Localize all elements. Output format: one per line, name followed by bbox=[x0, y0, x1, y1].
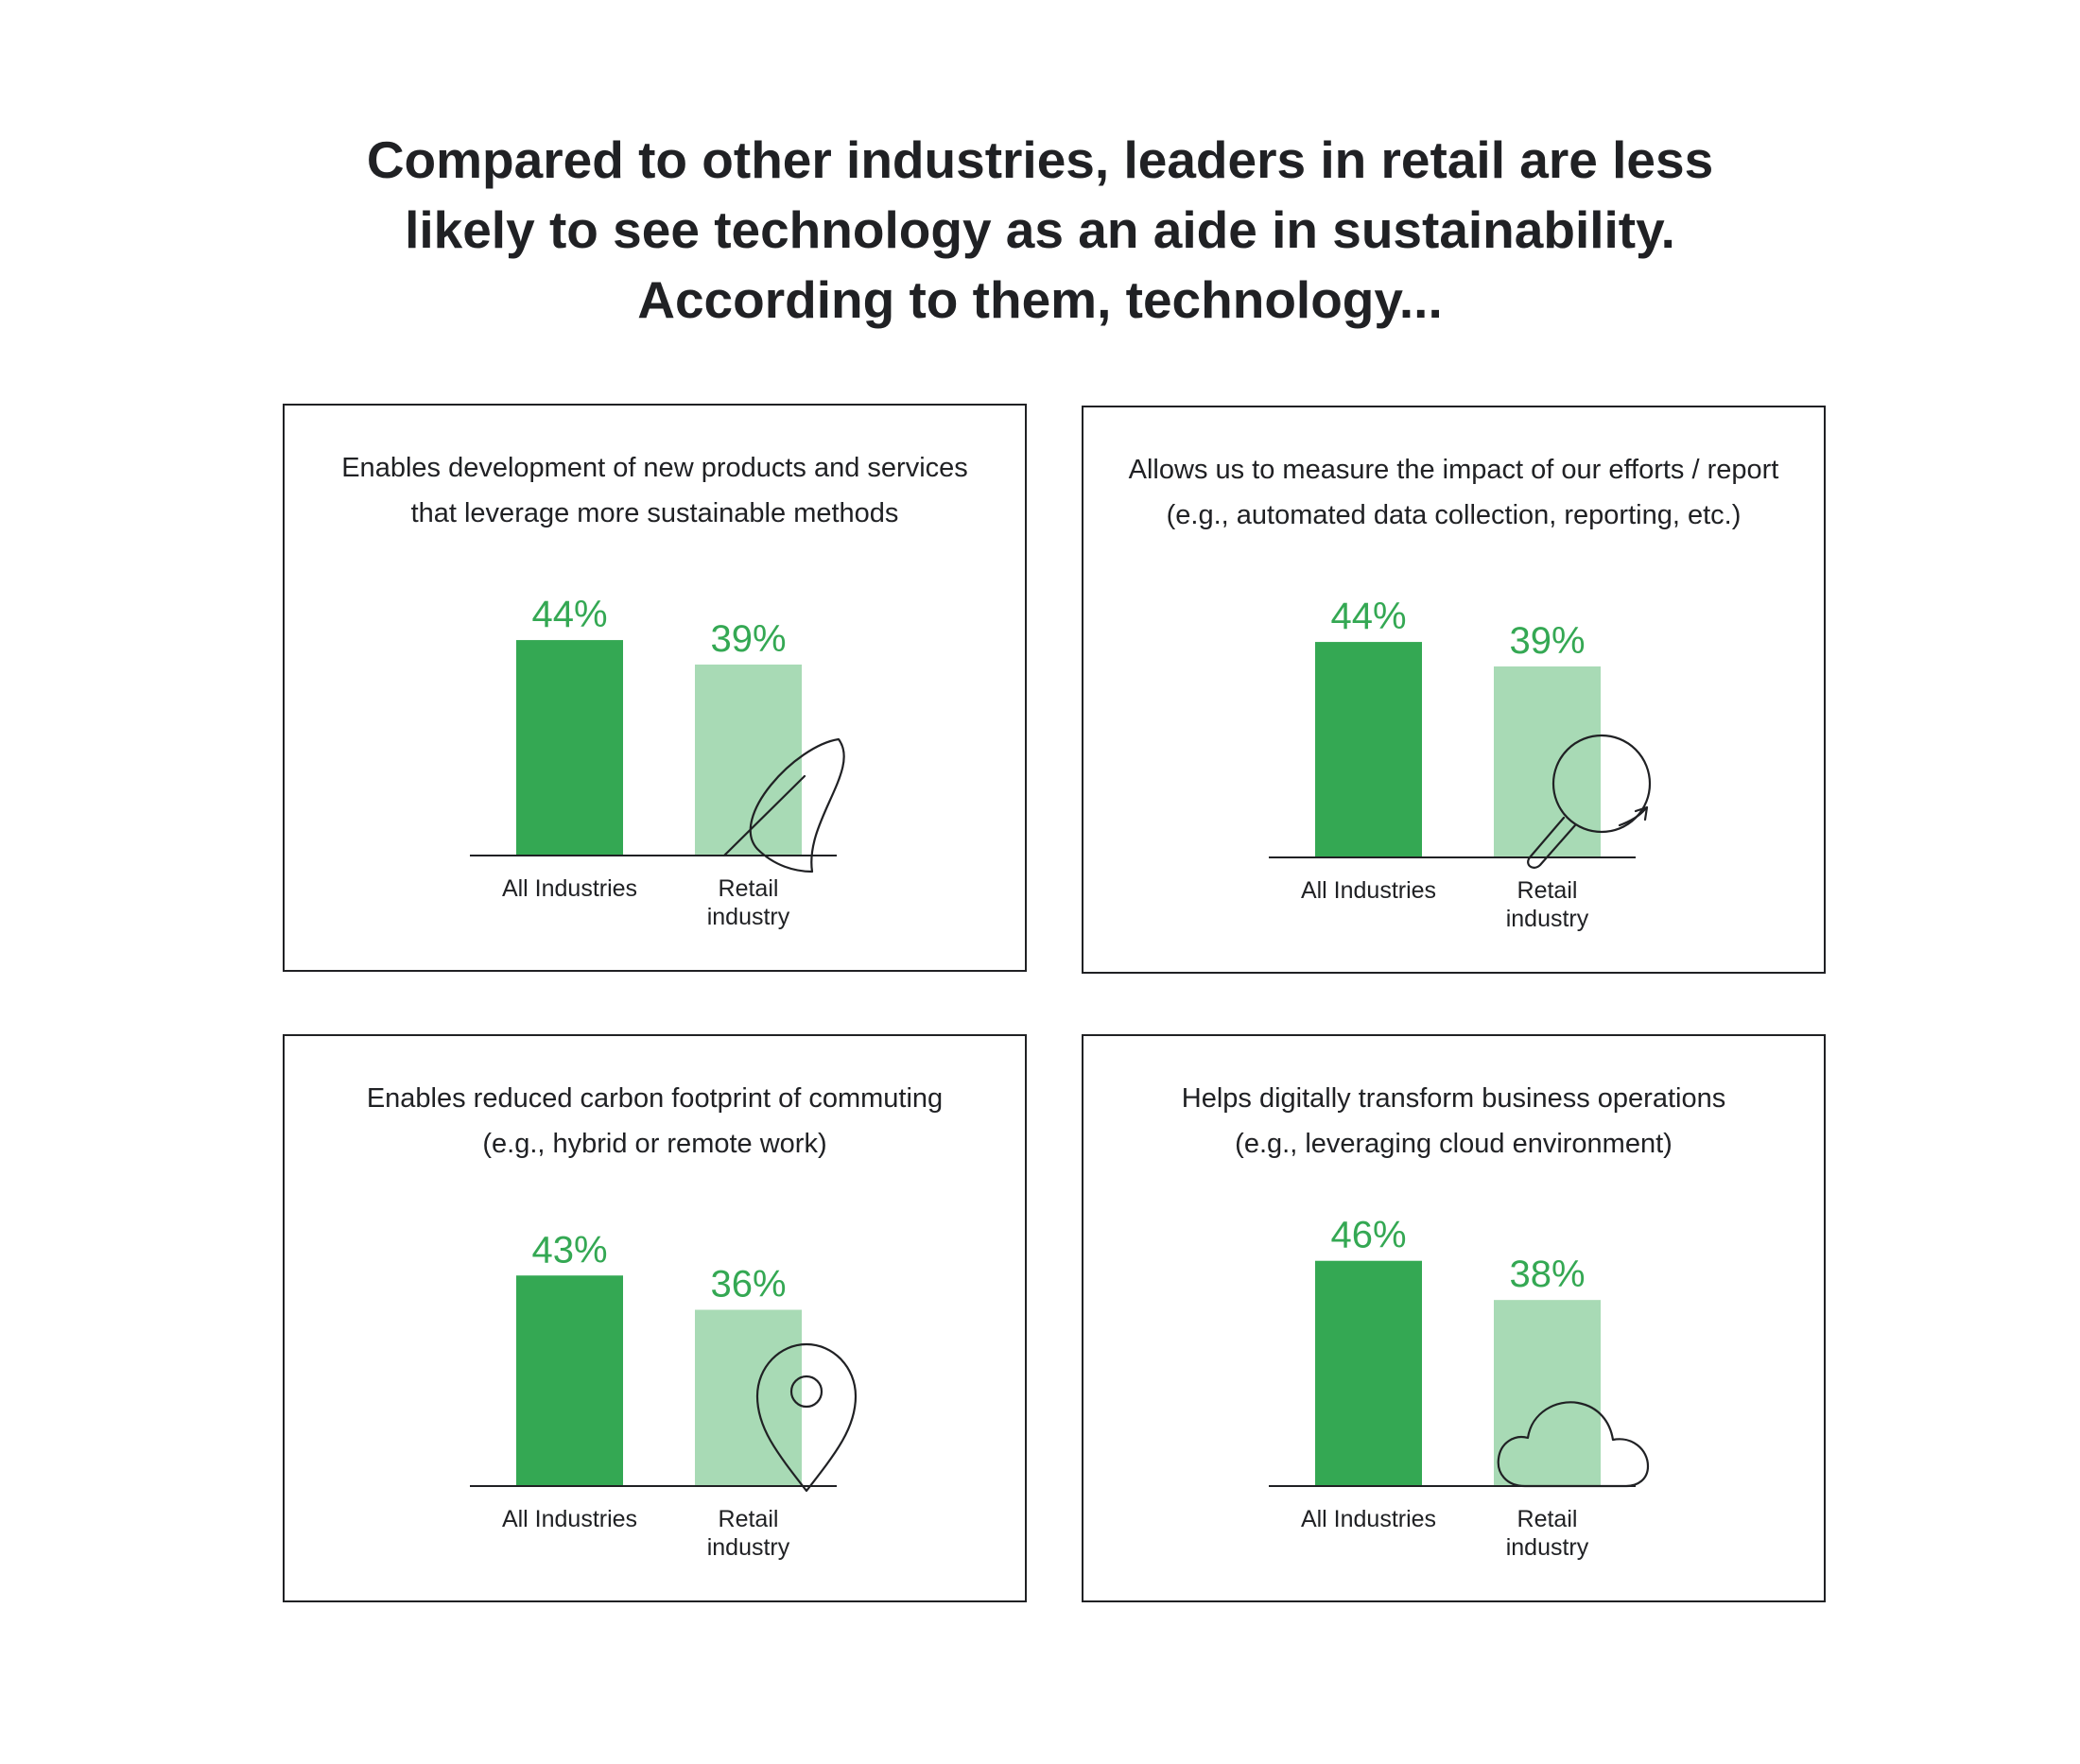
category-label: All Industries bbox=[1301, 877, 1436, 904]
magnifier-icon bbox=[1527, 734, 1652, 869]
chart-panel-commuting: Enables reduced carbon footprint of comm… bbox=[283, 1034, 1027, 1602]
panel-title: Enables reduced carbon footprint of comm… bbox=[285, 1076, 1025, 1167]
chart-panel-measure-impact: Allows us to measure the impact of our e… bbox=[1082, 406, 1826, 974]
value-label: 44% bbox=[531, 594, 607, 635]
bar-all-industries bbox=[1315, 1260, 1422, 1486]
panel-title-line-1: Helps digitally transform business opera… bbox=[1181, 1083, 1726, 1114]
panel-title: Helps digitally transform business opera… bbox=[1083, 1076, 1824, 1167]
bar-retail-industry bbox=[695, 1309, 802, 1486]
panel-title-line-2: (e.g., automated data collection, report… bbox=[1166, 500, 1742, 530]
headline-line-1: Compared to other industries, leaders in… bbox=[366, 130, 1714, 189]
headline: Compared to other industries, leaders in… bbox=[284, 125, 1796, 335]
value-label: 38% bbox=[1509, 1254, 1585, 1295]
value-label: 39% bbox=[710, 618, 786, 660]
panel-title-line-2: (e.g., hybrid or remote work) bbox=[482, 1129, 827, 1159]
bar-retail-industry bbox=[695, 664, 802, 856]
value-label: 44% bbox=[1330, 596, 1406, 637]
category-label: industry bbox=[707, 904, 790, 930]
panel-title-line-1: Enables development of new products and … bbox=[341, 453, 968, 483]
chart-panel-new-products: Enables development of new products and … bbox=[283, 404, 1027, 972]
panel-title-line-1: Enables reduced carbon footprint of comm… bbox=[366, 1083, 944, 1114]
chart-panel-digital-transform: Helps digitally transform business opera… bbox=[1082, 1034, 1826, 1602]
headline-line-2: likely to see technology as an aide in s… bbox=[405, 200, 1675, 259]
location-pin-icon bbox=[755, 1342, 858, 1493]
panel-title-line-2: that leverage more sustainable methods bbox=[410, 498, 899, 528]
category-label: Retail bbox=[719, 875, 779, 902]
category-label: Retail bbox=[1517, 1506, 1578, 1532]
bar-retail-industry bbox=[1494, 666, 1601, 857]
category-label: Retail bbox=[1517, 877, 1578, 904]
bar-all-industries bbox=[1315, 642, 1422, 857]
value-label: 46% bbox=[1330, 1215, 1406, 1256]
bar-all-industries bbox=[516, 640, 623, 856]
bar-all-industries bbox=[516, 1275, 623, 1486]
category-label: All Industries bbox=[502, 1506, 637, 1532]
bar-retail-industry bbox=[1494, 1300, 1601, 1486]
category-label: All Industries bbox=[1301, 1506, 1436, 1532]
category-label: All Industries bbox=[502, 875, 637, 902]
category-label: industry bbox=[1506, 1534, 1589, 1561]
category-label: industry bbox=[1506, 906, 1589, 932]
panel-title-line-2: (e.g., leveraging cloud environment) bbox=[1235, 1129, 1673, 1159]
value-label: 43% bbox=[531, 1229, 607, 1271]
value-label: 36% bbox=[710, 1264, 786, 1306]
cloud-icon bbox=[1497, 1401, 1650, 1488]
panel-title: Enables development of new products and … bbox=[285, 445, 1025, 536]
value-label: 39% bbox=[1509, 620, 1585, 662]
headline-line-3: According to them, technology... bbox=[637, 270, 1443, 329]
panel-title: Allows us to measure the impact of our e… bbox=[1083, 447, 1824, 538]
category-label: Retail bbox=[719, 1506, 779, 1532]
panel-title-line-1: Allows us to measure the impact of our e… bbox=[1128, 455, 1779, 485]
category-label: industry bbox=[707, 1534, 790, 1561]
leaf-icon bbox=[722, 737, 845, 873]
